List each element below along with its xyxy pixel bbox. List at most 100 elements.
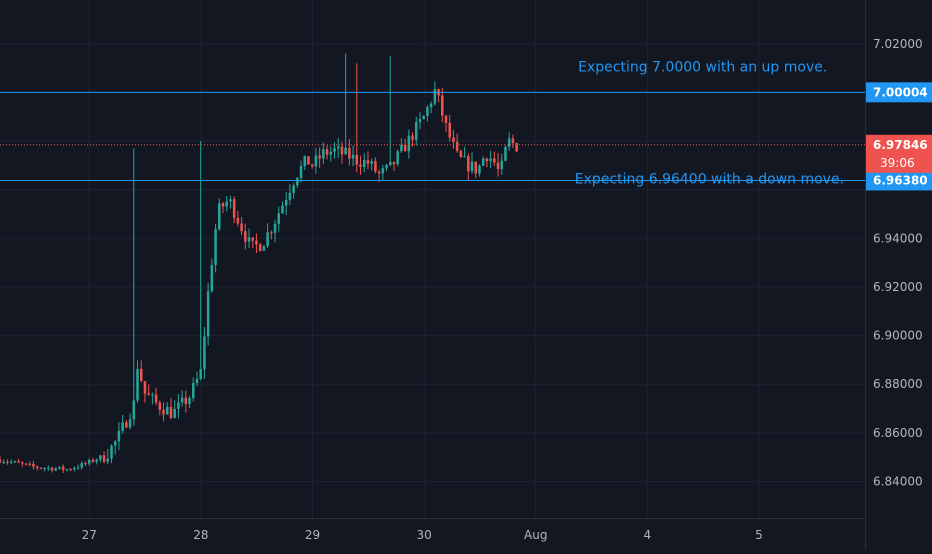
candle-body: [110, 445, 113, 459]
annotation-text: Expecting 6.96400 with a down move.: [575, 172, 844, 188]
candle-body: [370, 161, 373, 164]
candle-body: [251, 237, 254, 241]
level-price-label: 6.96380: [873, 173, 928, 187]
candle-body: [318, 155, 321, 159]
candle-body: [396, 151, 399, 165]
candle-body: [359, 164, 362, 168]
candle-body: [232, 199, 236, 218]
candle-body: [303, 156, 307, 167]
candle-body: [444, 115, 448, 123]
candle-body: [344, 147, 347, 155]
countdown-label: 39:06: [880, 156, 915, 170]
candle-body: [258, 244, 262, 251]
candle-body: [54, 468, 58, 471]
y-tick-label: 6.90000: [873, 329, 923, 343]
candle-body: [299, 166, 303, 178]
candle-body: [273, 224, 277, 233]
candle-body: [307, 156, 310, 165]
candle-body: [355, 154, 359, 165]
candle-body: [292, 185, 295, 193]
x-tick-label: 28: [193, 528, 208, 542]
candle-body: [474, 161, 477, 174]
candle-body: [73, 468, 76, 470]
candle-body: [452, 137, 455, 142]
candle-body: [69, 469, 72, 471]
candle-body: [173, 408, 176, 418]
candle-body: [348, 147, 351, 159]
candle-body: [429, 103, 433, 108]
candle-body: [478, 165, 481, 174]
candle-body: [76, 467, 80, 469]
candle-body: [169, 406, 173, 418]
candle-body: [377, 171, 381, 174]
candle-body: [158, 402, 162, 410]
candle-body: [288, 192, 292, 200]
y-tick-label: 6.86000: [873, 426, 923, 440]
candle-body: [426, 107, 429, 116]
candle-body: [0, 459, 2, 463]
candle-body: [418, 118, 422, 123]
candle-body: [84, 463, 87, 465]
candle-body: [102, 455, 106, 462]
candle-body: [203, 336, 206, 370]
candle-body: [255, 240, 258, 245]
candle-body: [177, 402, 180, 409]
candle-body: [91, 459, 95, 462]
candle-body: [154, 394, 158, 403]
candle-body: [322, 149, 325, 159]
candle-body: [125, 422, 128, 428]
level-price-label: 7.00004: [873, 85, 928, 99]
candle-body: [9, 461, 13, 463]
candle-body: [392, 161, 396, 165]
candle-body: [61, 466, 65, 470]
y-tick-label: 6.94000: [873, 231, 923, 245]
candle-body: [17, 461, 20, 463]
candle-body: [58, 466, 61, 469]
candle-body: [221, 203, 225, 207]
candle-body: [136, 368, 139, 401]
candle-body: [121, 422, 124, 431]
candle-body: [80, 463, 84, 468]
candle-body: [507, 138, 511, 147]
candle-body: [448, 122, 451, 138]
candle-body: [28, 463, 31, 465]
candle-body: [214, 229, 217, 265]
x-tick-label: Aug: [524, 528, 547, 542]
candle-body: [493, 158, 496, 163]
current-price-label: 6.97846: [873, 138, 928, 152]
candle-body: [281, 205, 284, 214]
candle-body: [50, 467, 54, 471]
candle-body: [366, 160, 370, 164]
candle-body: [247, 237, 251, 242]
candle-body: [165, 406, 169, 415]
candle-body: [180, 397, 184, 403]
candle-body: [65, 469, 69, 471]
candle-body: [128, 419, 132, 428]
candle-body: [229, 199, 232, 202]
candle-body: [511, 138, 515, 144]
candle-body: [481, 158, 485, 166]
candle-body: [489, 158, 492, 162]
candle-body: [411, 135, 414, 140]
candle-body: [459, 150, 463, 157]
candle-body: [296, 177, 299, 186]
level-price-badge: [866, 82, 932, 103]
candle-body: [496, 162, 500, 170]
candle-body: [225, 201, 228, 207]
x-tick-label: 27: [82, 528, 97, 542]
candles-group: [0, 53, 518, 474]
candle-body: [400, 144, 403, 152]
candle-body: [340, 146, 344, 155]
x-tick-label: 29: [305, 528, 320, 542]
candle-body: [433, 89, 437, 104]
candle-body: [35, 466, 39, 468]
y-tick-label: 7.02000: [873, 37, 923, 51]
candle-body: [455, 141, 459, 151]
candle-body: [162, 409, 165, 415]
candle-body: [407, 135, 411, 152]
annotation-text: Expecting 7.0000 with an up move.: [578, 59, 827, 75]
candle-body: [6, 461, 9, 463]
candle-body: [277, 213, 281, 225]
candle-body: [199, 369, 202, 379]
